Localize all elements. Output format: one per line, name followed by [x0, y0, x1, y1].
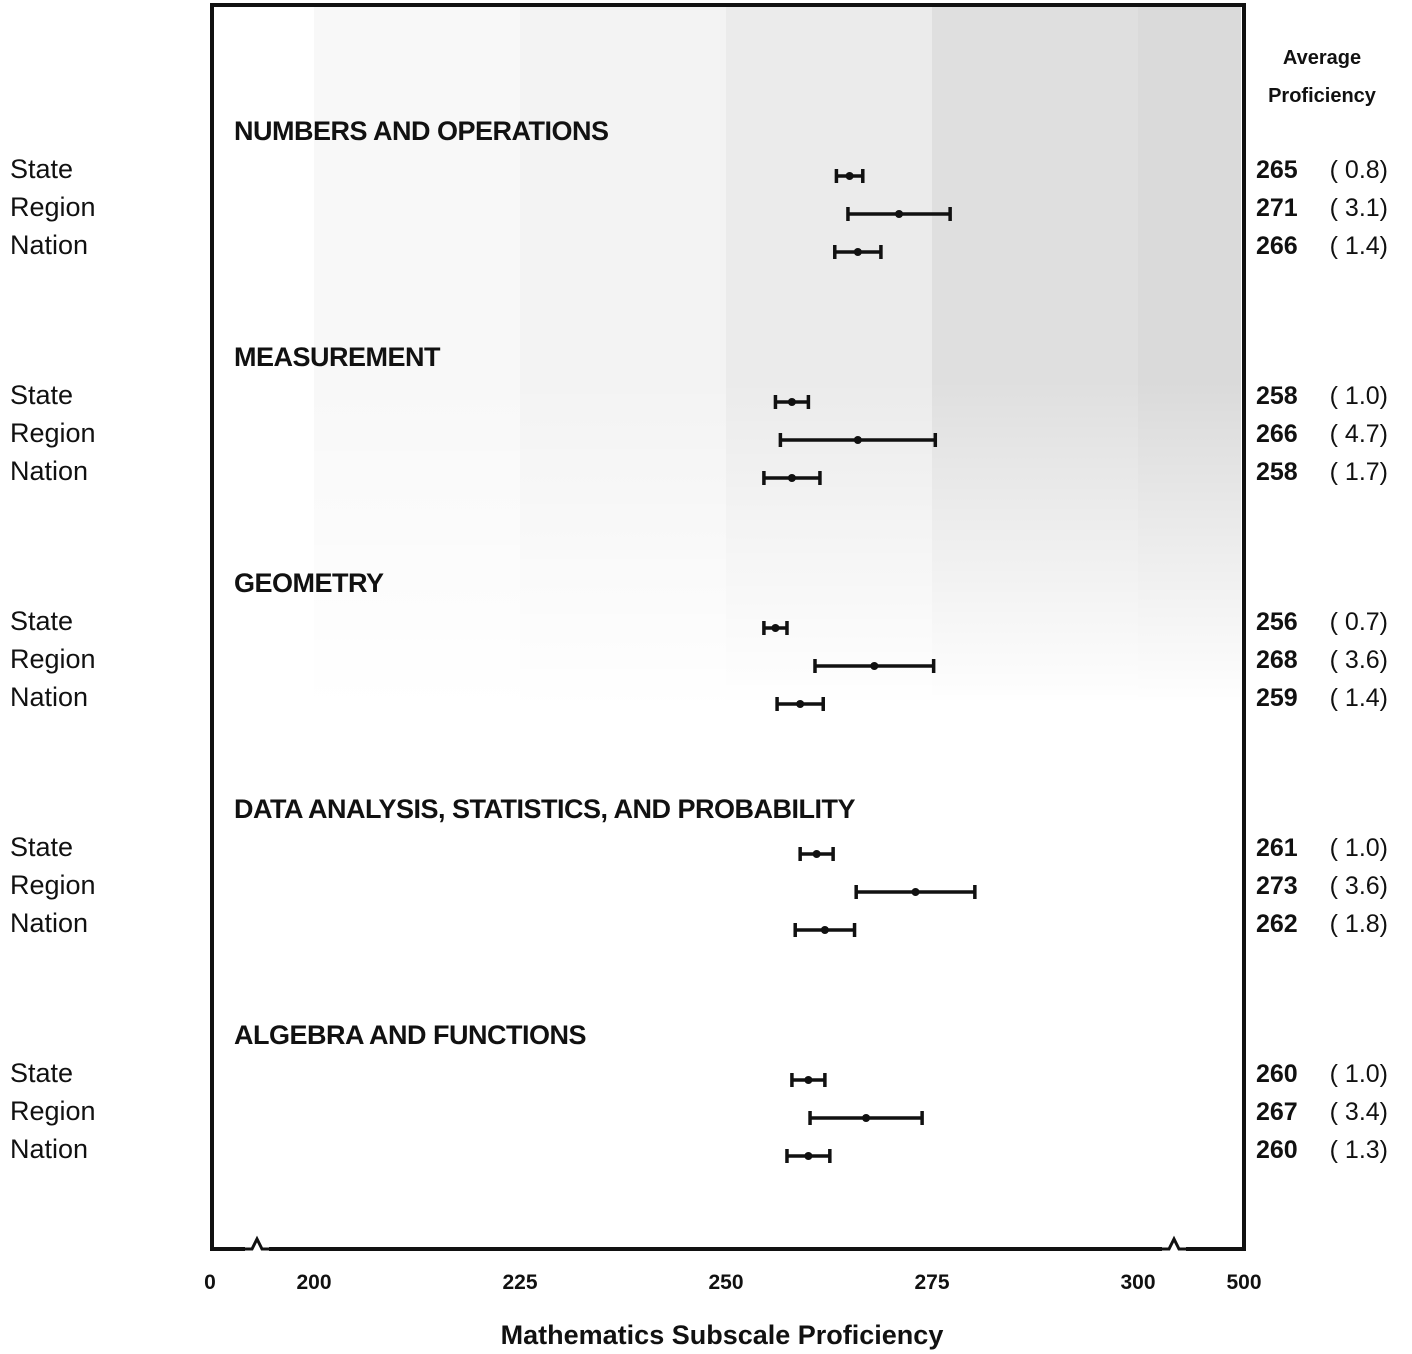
mean-mark-4-2 — [804, 1152, 813, 1160]
se-4-0: ( 1.0) — [1330, 1060, 1388, 1088]
mean-mark-4-1 — [862, 1114, 871, 1122]
se-3-1: ( 3.6) — [1330, 872, 1388, 900]
se-4-2: ( 1.3) — [1330, 1136, 1388, 1164]
value-header-line-1: Average — [1283, 47, 1361, 69]
se-0-0: ( 0.8) — [1330, 156, 1388, 184]
band-fade — [212, 380, 1244, 710]
x-tick-label-6: 500 — [1226, 1271, 1261, 1294]
mean-mark-0-0 — [845, 172, 854, 180]
se-2-0: ( 0.7) — [1330, 608, 1388, 636]
section-titles: NUMBERS AND OPERATIONS MEASUREMENT GEOMETR… — [234, 116, 856, 1050]
x-tick-label-1: 200 — [296, 1271, 331, 1294]
se-3-2: ( 1.8) — [1330, 910, 1388, 938]
x-tick-labels: 0 200 225 250 275 300 500 — [204, 1271, 1261, 1294]
row-label-1-2: Nation — [10, 456, 88, 486]
mean-mark-4-0 — [804, 1076, 813, 1084]
mean-mark-3-1 — [911, 888, 920, 896]
axis-break-0 — [244, 1235, 270, 1251]
se-2-1: ( 3.6) — [1330, 646, 1388, 674]
value-4-0: 260 — [1256, 1060, 1298, 1088]
value-1-2: 258 — [1256, 458, 1298, 486]
value-0-0: 265 — [1256, 156, 1298, 184]
value-4-2: 260 — [1256, 1136, 1298, 1164]
se-3-0: ( 1.0) — [1330, 834, 1388, 862]
row-label-3-0: State — [10, 832, 73, 862]
row-label-1-1: Region — [10, 418, 96, 448]
axis-break-gap-0 — [245, 1245, 269, 1253]
mean-mark-0-1 — [895, 210, 904, 218]
row-label-3-2: Nation — [10, 908, 88, 938]
row-label-0-0: State — [10, 154, 73, 184]
se-1-2: ( 1.7) — [1330, 458, 1388, 486]
value-2-2: 259 — [1256, 684, 1298, 712]
value-4-1: 267 — [1256, 1098, 1298, 1126]
value-2-0: 256 — [1256, 608, 1298, 636]
x-tick-label-3: 250 — [708, 1271, 743, 1294]
x-tick-label-2: 225 — [502, 1271, 537, 1294]
row-label-2-0: State — [10, 606, 73, 636]
mean-mark-2-2 — [796, 700, 805, 708]
se-1-0: ( 1.0) — [1330, 382, 1388, 410]
value-0-1: 271 — [1256, 194, 1298, 222]
axis-break-gap-1 — [1162, 1245, 1186, 1253]
mean-mark-1-1 — [853, 436, 862, 444]
mean-mark-1-0 — [787, 398, 796, 406]
value-3-1: 273 — [1256, 872, 1298, 900]
value-1-1: 266 — [1256, 420, 1298, 448]
se-4-1: ( 3.4) — [1330, 1098, 1388, 1126]
se-2-2: ( 1.4) — [1330, 684, 1388, 712]
axis-breaks — [244, 1235, 1187, 1253]
value-3-2: 262 — [1256, 910, 1298, 938]
row-label-0-1: Region — [10, 192, 96, 222]
row-label-1-0: State — [10, 380, 73, 410]
section-title-1: MEASUREMENT — [234, 342, 441, 372]
row-label-4-0: State — [10, 1058, 73, 1088]
mean-mark-3-2 — [820, 926, 829, 934]
band-blank — [212, 700, 1244, 1250]
plot-frame — [210, 3, 1246, 1251]
x-tick-label-5: 300 — [1120, 1271, 1155, 1294]
row-label-4-1: Region — [10, 1096, 96, 1126]
mean-mark-3-0 — [812, 850, 821, 858]
row-label-3-1: Region — [10, 870, 96, 900]
data-rows: State 265 ( 0.8) Region 271 ( 3.1) Nation 266 ( … — [10, 154, 1388, 1164]
value-header-line-2: Proficiency — [1268, 85, 1377, 107]
mean-mark-2-0 — [771, 624, 780, 632]
section-title-0: NUMBERS AND OPERATIONS — [234, 116, 609, 146]
row-label-2-1: Region — [10, 644, 96, 674]
row-label-0-2: Nation — [10, 230, 88, 260]
section-title-3: DATA ANALYSIS, STATISTICS, AND PROBABILI… — [234, 794, 856, 824]
x-tick-label-0: 0 — [204, 1271, 216, 1294]
value-header: Average Proficiency — [1268, 47, 1377, 107]
value-2-1: 268 — [1256, 646, 1298, 674]
row-label-4-2: Nation — [10, 1134, 88, 1164]
se-0-1: ( 3.1) — [1330, 194, 1388, 222]
shaded-bands — [212, 5, 1244, 1250]
value-3-0: 261 — [1256, 834, 1298, 862]
x-axis-label: Mathematics Subscale Proficiency — [501, 1320, 944, 1350]
row-label-2-2: Nation — [10, 682, 88, 712]
value-1-0: 258 — [1256, 382, 1298, 410]
section-title-4: ALGEBRA AND FUNCTIONS — [234, 1020, 586, 1050]
value-0-2: 266 — [1256, 232, 1298, 260]
se-0-2: ( 1.4) — [1330, 232, 1388, 260]
mean-mark-1-2 — [787, 474, 796, 482]
se-1-1: ( 4.7) — [1330, 420, 1388, 448]
section-title-2: GEOMETRY — [234, 568, 384, 598]
axis-break-1 — [1161, 1235, 1187, 1251]
mean-mark-0-2 — [853, 248, 862, 256]
mean-mark-2-1 — [870, 662, 879, 670]
x-tick-label-4: 275 — [914, 1271, 949, 1294]
